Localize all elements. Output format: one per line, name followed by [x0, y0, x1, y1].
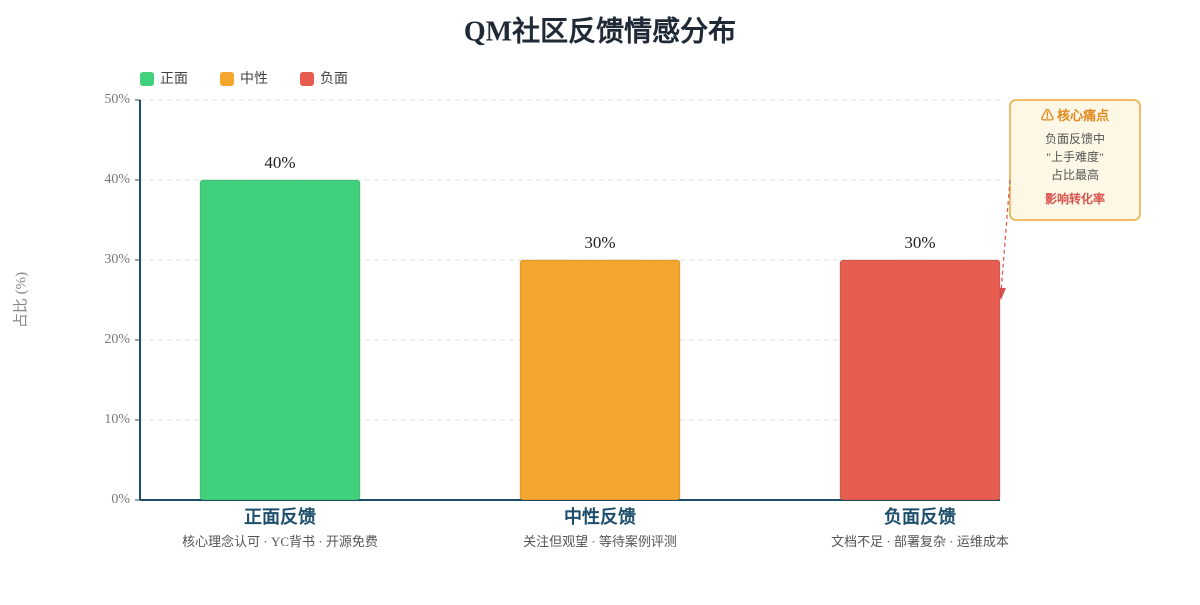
legend-swatch [300, 72, 314, 86]
legend-swatch [220, 72, 234, 86]
annotation-emphasis: 影响转化率 [1045, 191, 1105, 206]
annotation-arrow [1000, 179, 1011, 293]
chart-title: QM社区反馈情感分布 [464, 15, 736, 47]
y-tick-label: 0% [111, 492, 130, 507]
category-note: 关注但观望 · 等待案例评测 [523, 534, 677, 549]
annotation-line: 负面反馈中 [1045, 131, 1105, 146]
y-tick-label: 30% [104, 252, 130, 267]
annotation-line: "上手难度" [1046, 149, 1104, 164]
annotation-title: ⚠ 核心痛点 [1041, 108, 1109, 123]
x-tick-label: 正面反馈 [244, 506, 316, 527]
y-tick-label: 10% [104, 412, 130, 427]
annotation-line: 占比最高 [1051, 167, 1099, 182]
legend-label: 负面 [320, 71, 348, 87]
x-tick-label: 负面反馈 [884, 506, 956, 527]
category-note: 核心理念认可 · YC背书 · 开源免费 [182, 534, 378, 549]
legend-swatch [140, 72, 154, 86]
bar [839, 259, 1001, 501]
value-label: 30% [904, 233, 935, 252]
x-tick-label: 中性反馈 [564, 506, 636, 527]
value-label: 40% [264, 153, 295, 172]
legend-label: 正面 [160, 72, 188, 87]
bar [519, 259, 681, 501]
y-axis-label: 占比 (%) [12, 272, 29, 328]
annotation-box [1009, 99, 1141, 221]
y-tick-label: 20% [104, 332, 130, 347]
bar [199, 179, 361, 501]
legend-label: 中性 [240, 71, 268, 87]
value-label: 30% [584, 233, 615, 252]
y-tick-label: 40% [104, 172, 130, 187]
y-tick-label: 50% [104, 92, 130, 107]
category-note: 文档不足 · 部署复杂 · 运维成本 [831, 534, 1009, 549]
